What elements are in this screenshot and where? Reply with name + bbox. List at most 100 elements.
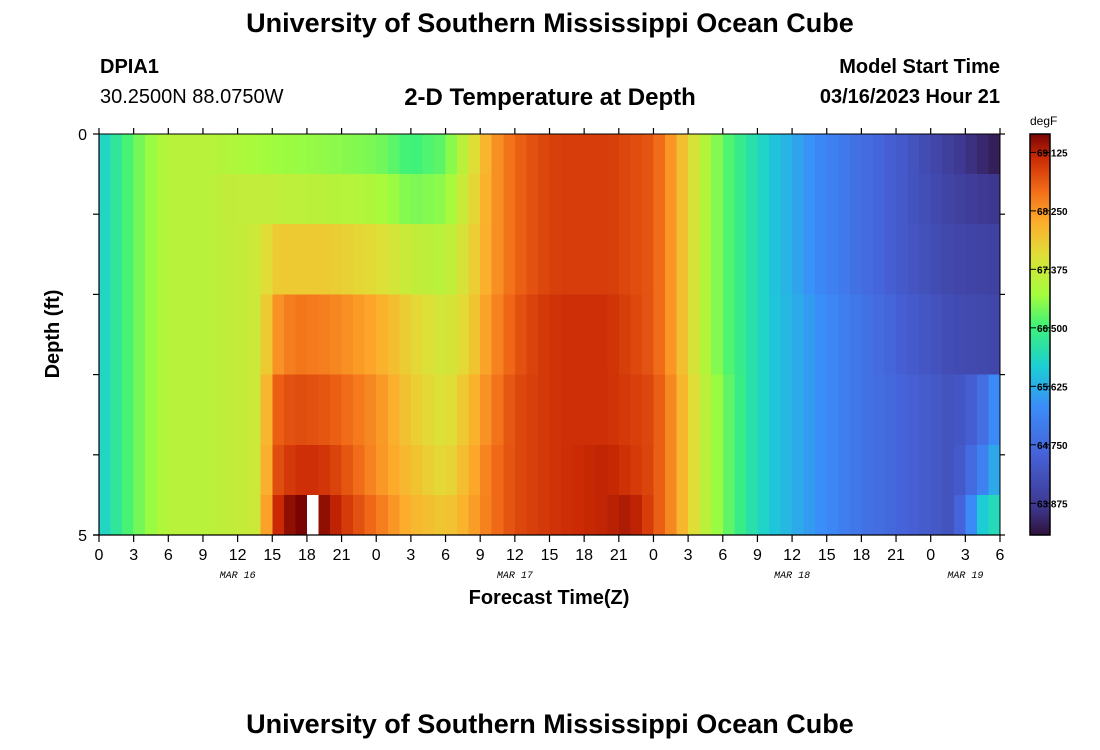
heatmap-cell: [815, 494, 828, 536]
heatmap-cell: [745, 374, 759, 446]
x-tick-label: 18: [852, 547, 870, 564]
heatmap-cell: [745, 174, 759, 225]
heatmap-cell: [815, 224, 828, 295]
heatmap-cell: [249, 374, 262, 446]
heatmap-cell: [260, 494, 273, 536]
heatmap-cell: [942, 444, 955, 496]
heatmap-cell: [896, 134, 909, 175]
heatmap-cell: [341, 444, 354, 496]
heatmap-cell: [422, 444, 435, 496]
heatmap-cell: [122, 374, 135, 446]
heatmap-cell: [699, 494, 712, 536]
heatmap-cell: [641, 444, 655, 496]
heatmap-cell: [330, 174, 343, 225]
heatmap-cell: [168, 134, 181, 175]
heatmap-cell: [618, 294, 631, 376]
heatmap-cell: [815, 134, 828, 175]
colorbar-fill: [1029, 133, 1051, 536]
heatmap-cell: [214, 224, 227, 295]
heatmap-cell: [549, 494, 562, 536]
heatmap-cell: [884, 294, 897, 376]
heatmap-cell: [399, 134, 412, 175]
x-tick-label: 15: [818, 547, 836, 564]
heatmap-cell: [433, 294, 447, 376]
heatmap-cell: [237, 174, 250, 225]
heatmap-cell: [734, 494, 747, 536]
heatmap-cell: [665, 134, 678, 175]
heatmap-cell: [387, 444, 400, 496]
heatmap-cell: [561, 494, 574, 536]
heatmap-cell: [768, 134, 782, 175]
heatmap-cell: [422, 134, 435, 175]
heatmap-cell: [722, 374, 735, 446]
heatmap-cell: [364, 174, 377, 225]
heatmap-cell: [896, 294, 909, 376]
heatmap-cell: [457, 494, 470, 536]
heatmap-cell: [815, 174, 828, 225]
heatmap-cell: [722, 494, 735, 536]
heatmap-cell: [907, 444, 920, 496]
heatmap-cell: [711, 294, 724, 376]
heatmap-cell: [953, 374, 966, 446]
heatmap-cell: [618, 224, 631, 295]
heatmap-cell: [191, 444, 204, 496]
heatmap-cell: [318, 494, 331, 536]
heatmap-cell: [688, 294, 701, 376]
heatmap-cell: [688, 374, 701, 446]
heatmap-cell: [803, 294, 816, 376]
heatmap-cell: [942, 224, 955, 295]
heatmap-cell: [861, 174, 874, 225]
heatmap-cell: [815, 444, 828, 496]
model-start-label: Model Start Time: [839, 56, 1000, 78]
heatmap-cell: [676, 224, 689, 295]
heatmap-cell: [561, 374, 574, 446]
heatmap-cell: [295, 134, 308, 175]
heatmap-cell: [457, 444, 470, 496]
heatmap-cell: [607, 294, 620, 376]
heatmap-cell: [422, 494, 435, 536]
heatmap-cell: [237, 494, 250, 536]
heatmap-cell: [249, 174, 262, 225]
heatmap-cell: [780, 294, 793, 376]
heatmap-cell: [168, 174, 181, 225]
heatmap-cell: [168, 444, 181, 496]
heatmap-cell: [745, 224, 759, 295]
heatmap-cell: [480, 174, 493, 225]
heatmap-cell: [803, 494, 816, 536]
heatmap-cell: [445, 494, 458, 536]
heatmap-cell: [514, 174, 527, 225]
heatmap-cell: [353, 494, 366, 536]
heatmap-cell: [930, 444, 943, 496]
heatmap-cell: [133, 174, 146, 225]
heatmap-cell: [260, 374, 273, 446]
heatmap-cell: [468, 494, 481, 536]
heatmap-cell: [491, 174, 504, 225]
heatmap-cell: [202, 224, 216, 295]
heatmap-cell: [272, 494, 285, 536]
heatmap-cell: [376, 444, 389, 496]
heatmap-cell: [133, 444, 146, 496]
heatmap-cell: [272, 294, 285, 376]
heatmap-cell: [468, 174, 481, 225]
heatmap-cell: [468, 444, 481, 496]
heatmap-cell: [757, 444, 770, 496]
colorbar-tick-label: 63.875: [1037, 499, 1068, 510]
heatmap-cell: [838, 494, 851, 536]
heatmap-cell: [641, 224, 655, 295]
heatmap-cell: [861, 224, 874, 295]
heatmap-cell: [179, 174, 193, 225]
heatmap-cell: [110, 294, 123, 376]
heatmap-cell: [122, 134, 135, 175]
heatmap-cell: [965, 134, 978, 175]
heatmap-cell: [572, 374, 585, 446]
heatmap-cell: [191, 224, 204, 295]
heatmap-cell: [826, 444, 839, 496]
heatmap-cell: [387, 134, 400, 175]
heatmap-cell: [630, 174, 643, 225]
heatmap-cell: [630, 494, 643, 536]
heatmap-cell: [480, 294, 493, 376]
heatmap-cell: [503, 444, 516, 496]
heatmap-cell: [237, 374, 250, 446]
heatmap-cell: [849, 494, 862, 536]
heatmap-cell: [514, 224, 527, 295]
